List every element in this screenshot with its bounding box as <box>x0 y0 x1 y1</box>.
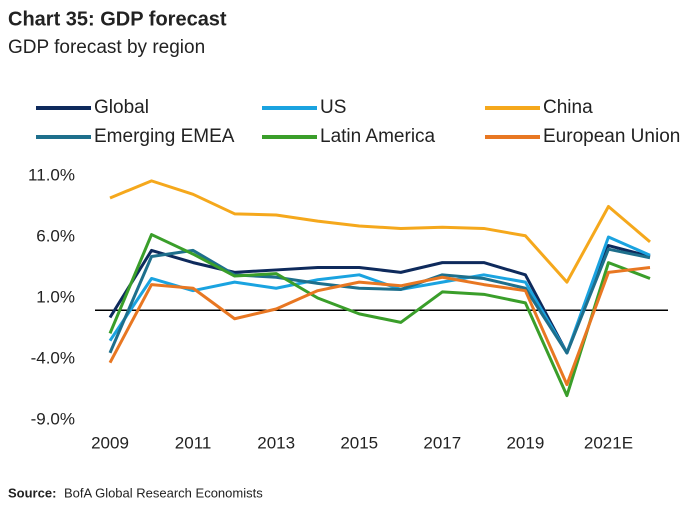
x-tick-label: 2019 <box>506 433 544 452</box>
y-tick-label: -9.0% <box>31 409 75 428</box>
source-label: Source: <box>8 485 56 500</box>
series-line <box>108 266 651 387</box>
x-tick-label: 2021E <box>584 433 633 452</box>
legend-label: European Union <box>543 126 680 147</box>
y-tick-label: 11.0% <box>28 165 75 184</box>
series-line <box>108 233 651 398</box>
series-line <box>109 179 651 284</box>
legend-label: US <box>320 97 346 118</box>
chart-title: Chart 35: GDP forecast <box>8 8 227 30</box>
legend-label: Emerging EMEA <box>94 126 235 147</box>
x-tick-label: 2015 <box>340 433 378 452</box>
y-tick-label: 6.0% <box>36 226 75 245</box>
legend-label: China <box>543 97 593 118</box>
legend-label: Latin America <box>320 126 436 147</box>
chart-subtitle: GDP forecast by region <box>8 37 205 58</box>
series-line <box>108 244 651 355</box>
y-tick-label: -4.0% <box>31 348 75 367</box>
x-tick-label: 2009 <box>91 433 129 452</box>
x-tick-label: 2011 <box>175 433 212 452</box>
series-line <box>108 247 651 355</box>
legend-label: Global <box>94 97 149 118</box>
source-text: BofA Global Research Economists <box>64 485 263 500</box>
x-tick-label: 2013 <box>257 433 295 452</box>
x-tick-label: 2017 <box>423 433 461 452</box>
y-tick-label: 1.0% <box>36 287 75 306</box>
